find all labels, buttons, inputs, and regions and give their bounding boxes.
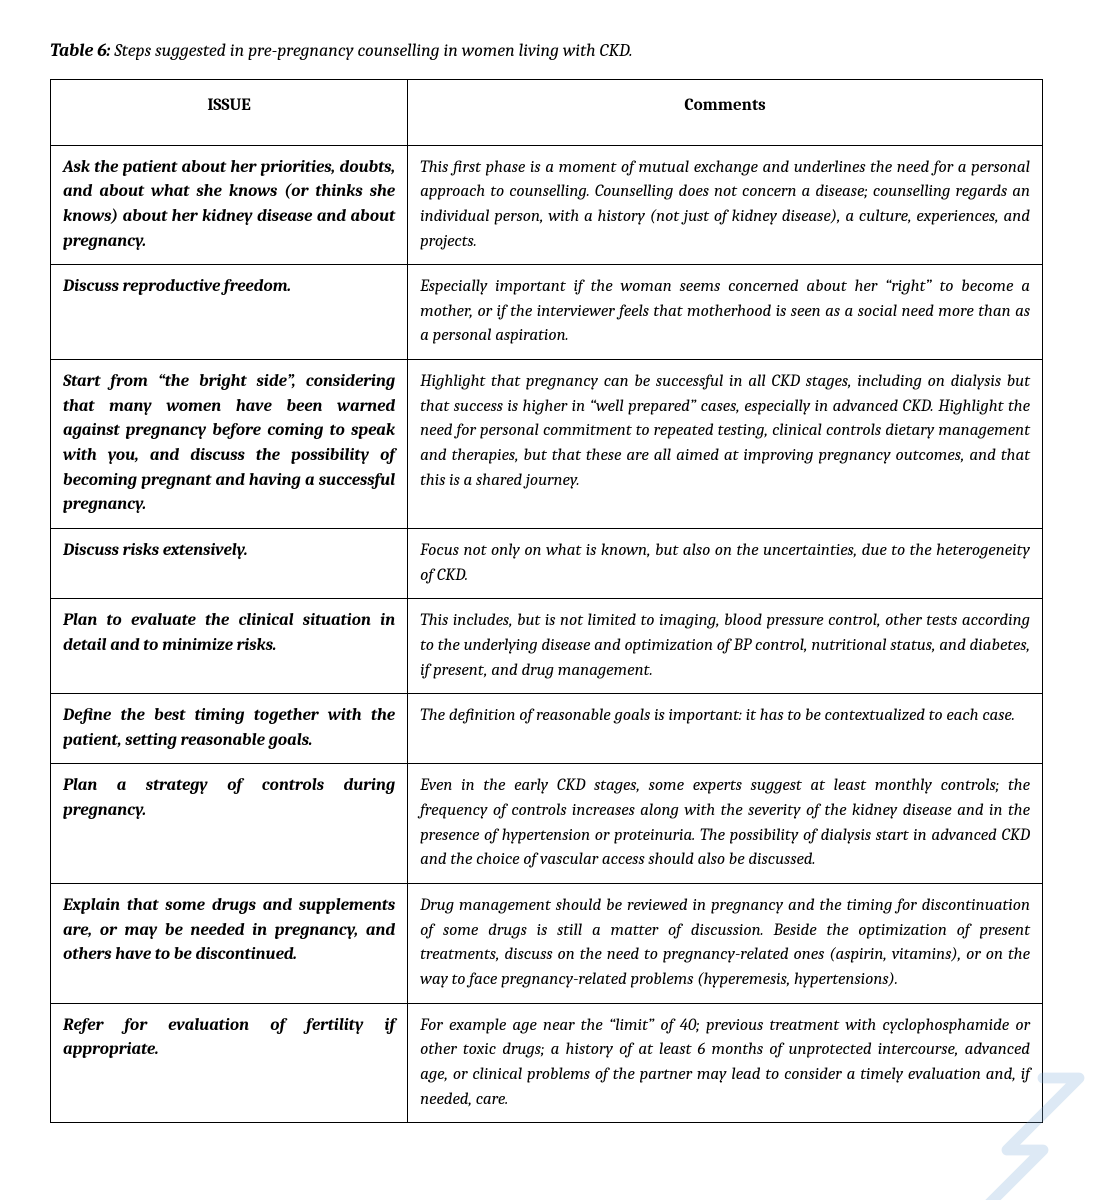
- comments-cell: This includes, but is not limited to ima…: [408, 599, 1043, 694]
- comments-cell: This first phase is a moment of mutual e…: [408, 145, 1043, 265]
- counselling-steps-table: ISSUE Comments Ask the patient about her…: [50, 79, 1043, 1123]
- issue-cell: Plan a strategy of controls during pregn…: [51, 764, 408, 884]
- comments-cell: Drug management should be reviewed in pr…: [408, 884, 1043, 1004]
- issue-cell: Discuss risks extensively.: [51, 528, 408, 598]
- table-row: Discuss risks extensively.Focus not only…: [51, 528, 1043, 598]
- issue-cell: Start from “the bright side”, considerin…: [51, 360, 408, 529]
- table-row: Discuss reproductive freedom.Especially …: [51, 265, 1043, 360]
- comments-cell: Especially important if the woman seems …: [408, 265, 1043, 360]
- table-row: Ask the patient about her priorities, do…: [51, 145, 1043, 265]
- header-issue: ISSUE: [51, 80, 408, 146]
- comments-cell: For example age near the “limit” of 40; …: [408, 1003, 1043, 1123]
- header-comments: Comments: [408, 80, 1043, 146]
- issue-cell: Plan to evaluate the clinical situation …: [51, 599, 408, 694]
- table-caption-text: Steps suggested in pre-pregnancy counsel…: [110, 40, 632, 61]
- issue-cell: Define the best timing together with the…: [51, 694, 408, 764]
- table-caption: Table 6: Steps suggested in pre-pregnanc…: [50, 40, 1043, 61]
- table-row: Define the best timing together with the…: [51, 694, 1043, 764]
- comments-cell: Even in the early CKD stages, some exper…: [408, 764, 1043, 884]
- table-caption-label: Table 6:: [50, 40, 110, 61]
- issue-cell: Refer for evaluation of fertility if app…: [51, 1003, 408, 1123]
- comments-cell: Focus not only on what is known, but als…: [408, 528, 1043, 598]
- comments-cell: Highlight that pregnancy can be successf…: [408, 360, 1043, 529]
- issue-cell: Explain that some drugs and supplements …: [51, 884, 408, 1004]
- table-header-row: ISSUE Comments: [51, 80, 1043, 146]
- table-row: Explain that some drugs and supplements …: [51, 884, 1043, 1004]
- table-row: Plan to evaluate the clinical situation …: [51, 599, 1043, 694]
- table-row: Plan a strategy of controls during pregn…: [51, 764, 1043, 884]
- table-row: Start from “the bright side”, considerin…: [51, 360, 1043, 529]
- table-row: Refer for evaluation of fertility if app…: [51, 1003, 1043, 1123]
- issue-cell: Ask the patient about her priorities, do…: [51, 145, 408, 265]
- issue-cell: Discuss reproductive freedom.: [51, 265, 408, 360]
- comments-cell: The definition of reasonable goals is im…: [408, 694, 1043, 764]
